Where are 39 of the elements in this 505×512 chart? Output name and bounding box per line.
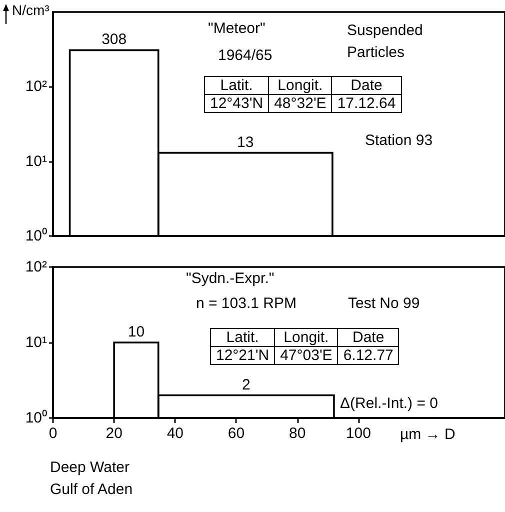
- annotation: "Meteor": [208, 20, 266, 37]
- annotation: Latit.: [210, 328, 275, 346]
- x-axis-title: µm → D: [400, 426, 456, 443]
- annotation: 47°03'E: [274, 346, 338, 364]
- x-tick-label: 80: [288, 425, 306, 442]
- y-tick-label: 10¹: [25, 334, 47, 351]
- x-tick-label: 100: [346, 425, 371, 442]
- y-tick-label: 10²: [25, 78, 47, 96]
- data-label: 308: [102, 31, 127, 48]
- annotation: 48°32'E: [268, 94, 332, 112]
- annotation: Δ(Rel.-Int.) = 0: [340, 395, 438, 412]
- annotation: Date: [338, 328, 399, 346]
- x-tick-label: 20: [106, 425, 122, 442]
- annotation: Longit.: [274, 328, 338, 346]
- annotation: Date: [332, 76, 402, 94]
- annotation: Latit.: [204, 76, 269, 94]
- annotation: n = 103.1 RPM: [196, 295, 296, 312]
- annotation: Suspended Particles: [347, 21, 424, 63]
- y-tick-label: 10²: [25, 258, 47, 276]
- annotation: 6.12.77: [338, 346, 399, 364]
- annotation: Longit.: [268, 76, 332, 94]
- x-tick-label: 40: [166, 425, 184, 442]
- y-tick-label: 10⁰: [25, 228, 47, 244]
- annotation: 17.12.64: [332, 94, 402, 112]
- y-tick-label: 10¹: [25, 152, 47, 170]
- annotation: Test No 99: [348, 295, 420, 312]
- y-tick-label: 10⁰: [25, 410, 47, 426]
- data-label: 13: [237, 134, 254, 151]
- data-label: 2: [242, 376, 250, 394]
- text: Deep Water Gulf of Aden: [50, 458, 134, 500]
- annotation: 1964/65: [218, 47, 272, 64]
- x-tick-label: 0: [48, 425, 58, 442]
- y-axis-title: N/cm³: [12, 2, 50, 19]
- annotation: "Sydn.-Expr.": [186, 270, 274, 287]
- annotation: Station 93: [365, 132, 433, 149]
- data-label: 10: [128, 324, 145, 340]
- annotation: 12°43'N: [204, 94, 269, 112]
- annotation: 12°21'N: [210, 346, 275, 364]
- x-tick-label: 60: [228, 425, 245, 442]
